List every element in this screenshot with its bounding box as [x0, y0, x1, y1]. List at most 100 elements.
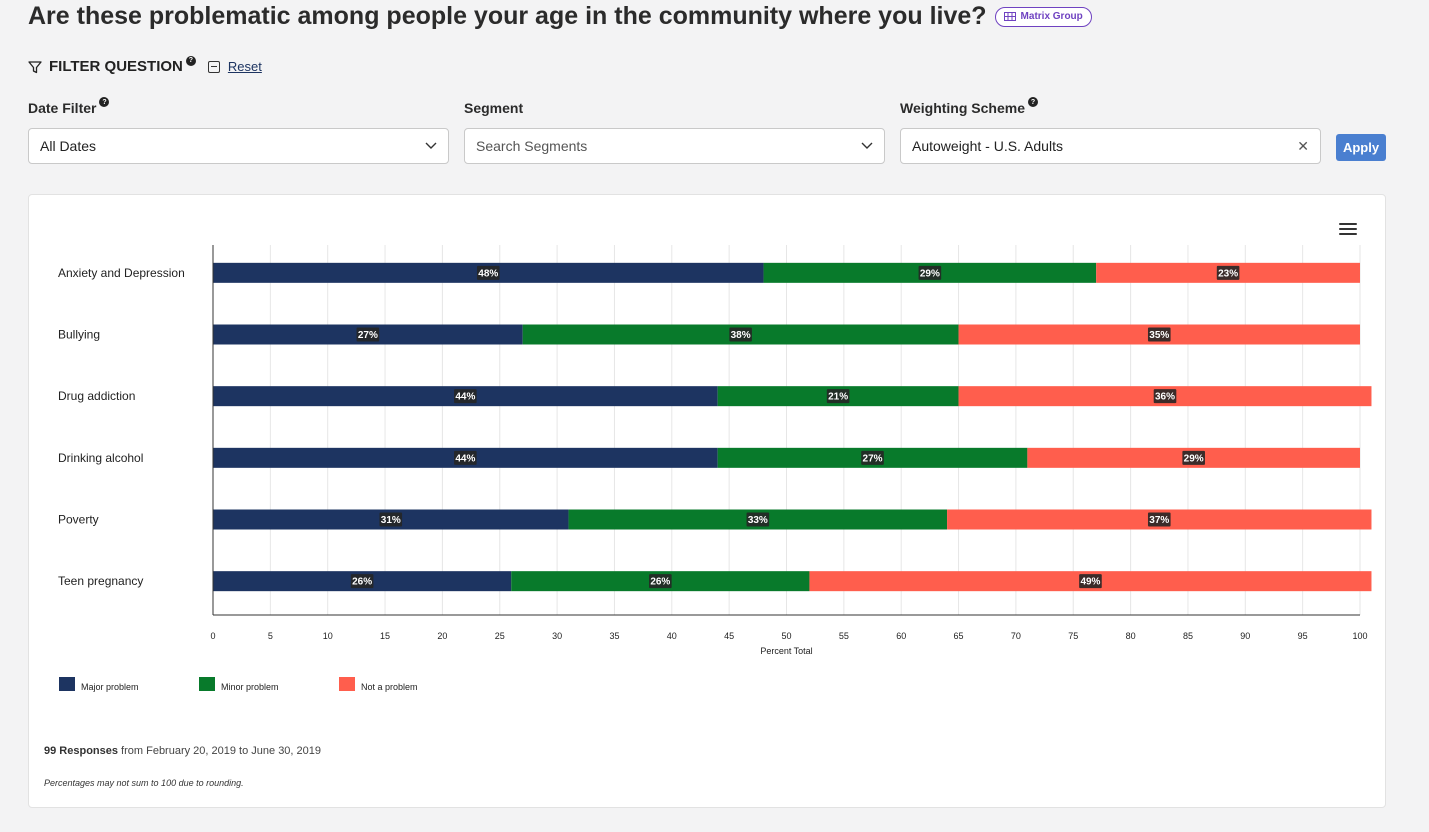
legend-label: Not a problem — [361, 682, 418, 692]
data-label: 44% — [455, 392, 475, 403]
x-tick-label: 55 — [839, 631, 849, 641]
data-label: 44% — [455, 453, 475, 464]
category-label: Bullying — [58, 328, 100, 342]
data-label: 21% — [828, 392, 848, 403]
data-label: 37% — [1149, 515, 1169, 526]
grid-icon — [1003, 12, 1016, 21]
category-label: Poverty — [58, 513, 99, 527]
data-label-bg — [1153, 389, 1177, 404]
data-label-bg — [1216, 265, 1240, 280]
data-label-bg — [454, 450, 477, 465]
legend-swatch — [59, 677, 75, 691]
data-label-bg — [476, 265, 500, 280]
data-label: 49% — [1080, 577, 1100, 588]
data-label: 26% — [650, 577, 670, 588]
data-label: 29% — [1184, 453, 1204, 464]
date-filter-help-icon[interactable]: ? — [99, 97, 110, 107]
rounding-note: Percentages may not sum to 100 due to ro… — [44, 778, 244, 788]
apply-button[interactable]: Apply — [1336, 134, 1386, 161]
page-title-text: Are these problematic among people your … — [28, 2, 987, 30]
segment-placeholder: Search Segments — [476, 138, 588, 154]
x-tick-label: 0 — [210, 631, 215, 641]
collapse-icon[interactable] — [207, 60, 220, 73]
page-title: Are these problematic among people your … — [28, 2, 1092, 31]
data-label-bg — [1079, 574, 1102, 589]
data-label-bg — [454, 389, 477, 404]
help-icon[interactable]: ? — [185, 55, 196, 66]
x-tick-label: 45 — [724, 631, 734, 641]
data-label: 26% — [352, 577, 372, 588]
stacked-bar-chart: Anxiety and Depression 48% 29% 23% Bullying 2… — [58, 245, 1372, 692]
data-label-bg — [356, 327, 380, 342]
segment-label: Segment — [464, 100, 523, 116]
x-tick-label: 75 — [1068, 631, 1078, 641]
data-label-bg — [1182, 450, 1205, 465]
date-filter-value: All Dates — [40, 138, 97, 154]
legend-label: Major problem — [81, 682, 139, 692]
date-filter-select[interactable]: All Dates — [28, 128, 449, 164]
data-label-bg — [861, 450, 884, 465]
x-tick-label: 20 — [437, 631, 447, 641]
data-label: 38% — [731, 330, 751, 341]
x-tick-label: 35 — [609, 631, 619, 641]
responses-range: from February 20, 2019 to June 30, 2019 — [121, 745, 322, 757]
responses-count: 99 Responses — [44, 745, 118, 757]
segment-search-select[interactable]: Search Segments — [464, 128, 885, 164]
filter-icon — [28, 60, 42, 73]
x-tick-label: 85 — [1183, 631, 1193, 641]
x-tick-label: 30 — [552, 631, 562, 641]
data-label: 27% — [863, 453, 883, 464]
data-label-bg — [1147, 512, 1171, 527]
data-label: 36% — [1155, 392, 1175, 403]
chart-menu-icon[interactable] — [1339, 223, 1357, 237]
x-tick-label: 95 — [1298, 631, 1308, 641]
data-label: 31% — [381, 515, 401, 526]
x-tick-label: 90 — [1240, 631, 1250, 641]
weighting-help-icon[interactable]: ? — [1027, 97, 1038, 107]
legend-label: Minor problem — [221, 682, 279, 692]
x-tick-label: 5 — [268, 631, 273, 641]
data-label-bg — [649, 574, 672, 589]
x-tick-label: 25 — [495, 631, 505, 641]
data-label-bg — [1147, 327, 1171, 342]
weighting-scheme-value: Autoweight - U.S. Adults — [912, 138, 1063, 154]
data-label-bg — [350, 574, 374, 589]
weighting-scheme-select[interactable]: Autoweight - U.S. Adults ✕ — [900, 128, 1321, 164]
category-label: Drug addiction — [58, 389, 135, 403]
legend-swatch — [339, 677, 355, 691]
matrix-group-label: Matrix Group — [1020, 11, 1083, 22]
reset-control[interactable]: Reset — [207, 59, 262, 74]
clear-icon[interactable]: ✕ — [1297, 137, 1309, 154]
x-tick-label: 15 — [380, 631, 390, 641]
weighting-scheme-label: Weighting Scheme ? — [900, 97, 1038, 116]
data-label: 27% — [358, 330, 378, 341]
data-label: 33% — [748, 515, 768, 526]
x-tick-label: 65 — [954, 631, 964, 641]
reset-link[interactable]: Reset — [227, 59, 262, 74]
data-label: 23% — [1218, 268, 1238, 279]
segment-label-text: Segment — [464, 100, 524, 116]
date-filter-label-text: Date Filter — [28, 100, 97, 116]
category-label: Teen pregnancy — [58, 574, 143, 588]
x-tick-label: 10 — [323, 631, 333, 641]
x-tick-label: 100 — [1352, 631, 1367, 641]
data-label-bg — [379, 512, 403, 527]
x-tick-label: 70 — [1011, 631, 1021, 641]
data-label: 35% — [1149, 330, 1169, 341]
x-tick-label: 80 — [1126, 631, 1136, 641]
x-tick-label: 60 — [896, 631, 906, 641]
matrix-group-badge[interactable]: Matrix Group — [994, 6, 1092, 27]
legend-swatch — [199, 677, 215, 691]
weighting-scheme-label-text: Weighting Scheme — [900, 100, 1025, 116]
data-label: 48% — [478, 268, 498, 279]
category-label: Anxiety and Depression — [58, 266, 185, 280]
category-label: Drinking alcohol — [58, 451, 143, 465]
filter-question-heading: FILTER QUESTION — [49, 58, 183, 75]
data-label-bg — [729, 327, 752, 342]
data-label-bg — [746, 512, 770, 527]
x-axis-title: Percent Total — [760, 646, 812, 656]
responses-summary: 99 Responses from February 20, 2019 to J… — [44, 745, 321, 757]
x-tick-label: 40 — [667, 631, 677, 641]
data-label: 29% — [920, 268, 940, 279]
chevron-down-icon — [861, 142, 873, 149]
